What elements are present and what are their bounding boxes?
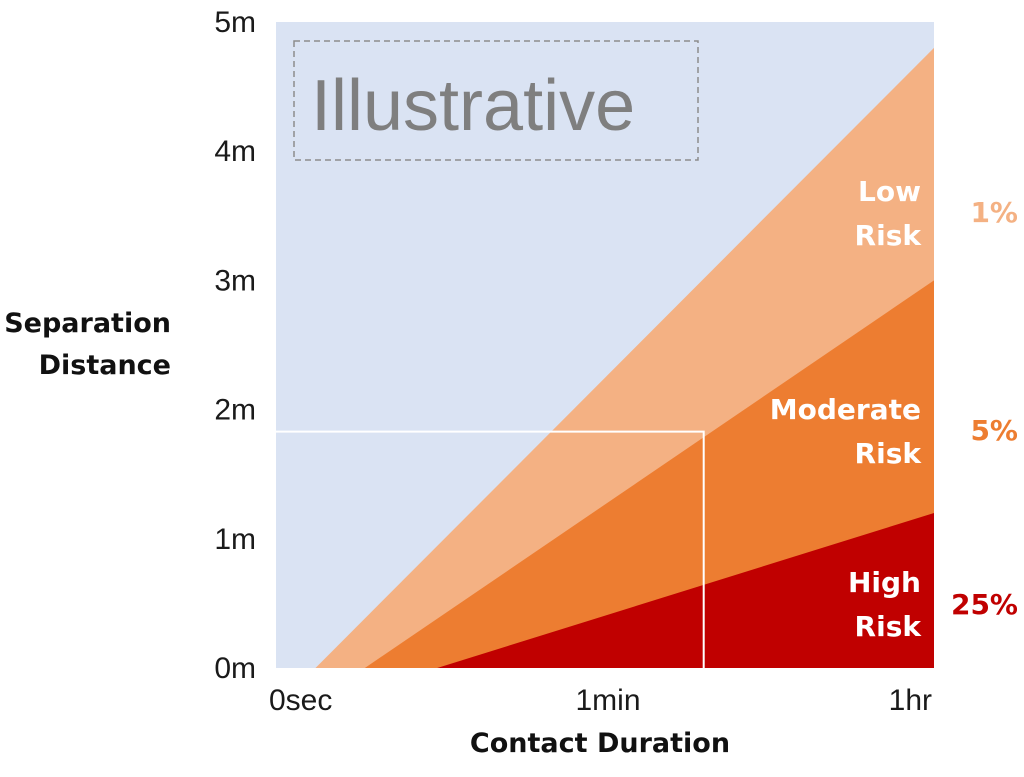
x-tick-label: 1min	[575, 684, 640, 717]
risk-regions	[315, 47, 935, 668]
y-tick-label: 2m	[214, 394, 256, 427]
zone-label: Low	[858, 175, 921, 208]
percent-label: 1%	[970, 196, 1018, 229]
x-tick-label: 0sec	[269, 684, 332, 717]
x-axis-ticks: 0sec 1min 1hr	[269, 684, 932, 717]
x-tick-label: 1hr	[889, 684, 932, 717]
zone-label: High	[848, 566, 921, 599]
annotation-label: Illustrative	[311, 66, 635, 146]
percent-labels: 1% 5% 25%	[951, 196, 1018, 621]
zone-label: Risk	[855, 610, 923, 643]
y-tick-label: 1m	[214, 523, 256, 556]
region-high-risk	[437, 512, 934, 668]
y-axis-title-line: Distance	[39, 350, 171, 381]
annotation-box: Illustrative	[293, 40, 699, 161]
reference-box	[276, 430, 705, 668]
percent-label: 25%	[951, 588, 1018, 621]
y-tick-label: 3m	[214, 264, 256, 297]
zone-labels: Low Risk Moderate Risk High Risk	[770, 175, 923, 643]
y-axis-ticks: 0m 1m 2m 3m 4m 5m	[214, 6, 256, 685]
y-tick-label: 4m	[214, 135, 256, 168]
y-tick-label: 0m	[214, 652, 256, 685]
percent-label: 5%	[970, 414, 1018, 447]
zone-label: Moderate	[770, 393, 921, 426]
zone-label: Risk	[855, 219, 923, 252]
y-axis-title-line: Separation	[4, 308, 171, 339]
x-axis-title: Contact Duration	[470, 728, 730, 759]
annotation-border	[293, 40, 699, 161]
zone-label: Risk	[855, 437, 923, 470]
y-axis-title: Separation Distance	[4, 308, 171, 381]
y-tick-label: 5m	[214, 6, 256, 39]
reference-box-outline	[276, 430, 705, 668]
